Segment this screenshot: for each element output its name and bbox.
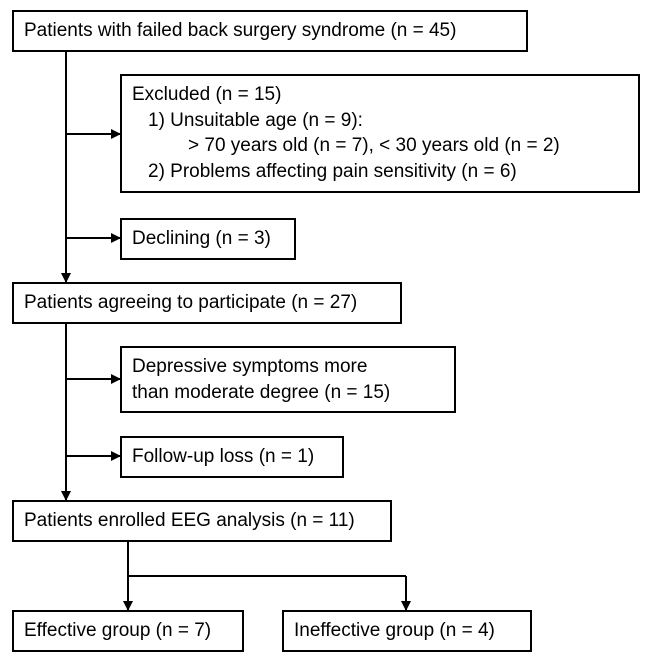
node-text: Depressive symptoms more [132, 356, 367, 377]
node-text: 1) Unsuitable age (n = 9): [132, 108, 628, 134]
node-text: 2) Problems affecting pain sensitivity (… [132, 159, 628, 185]
node-text: Follow-up loss (n = 1) [132, 446, 314, 467]
node-text: > 70 years old (n = 7), < 30 years old (… [132, 133, 628, 159]
node-text: Patients agreeing to participate (n = 27… [24, 292, 357, 313]
node-text: Declining (n = 3) [132, 228, 271, 249]
node-followup-loss: Follow-up loss (n = 1) [120, 436, 344, 478]
node-text: Patients with failed back surgery syndro… [24, 20, 456, 41]
node-declining: Declining (n = 3) [120, 218, 296, 260]
node-excluded: Excluded (n = 15) 1) Unsuitable age (n =… [120, 74, 640, 193]
node-initial-patients: Patients with failed back surgery syndro… [12, 10, 528, 52]
node-agreeing: Patients agreeing to participate (n = 27… [12, 282, 402, 324]
node-text: Excluded (n = 15) [132, 84, 281, 105]
node-text: Effective group (n = 7) [24, 620, 211, 641]
node-enrolled: Patients enrolled EEG analysis (n = 11) [12, 500, 392, 542]
node-text: Ineffective group (n = 4) [294, 620, 495, 641]
node-depressive: Depressive symptoms more than moderate d… [120, 346, 456, 413]
node-text: than moderate degree (n = 15) [132, 382, 390, 403]
flowchart-canvas: Patients with failed back surgery syndro… [0, 0, 661, 666]
node-text: Patients enrolled EEG analysis (n = 11) [24, 510, 355, 531]
node-ineffective-group: Ineffective group (n = 4) [282, 610, 532, 652]
node-effective-group: Effective group (n = 7) [12, 610, 244, 652]
